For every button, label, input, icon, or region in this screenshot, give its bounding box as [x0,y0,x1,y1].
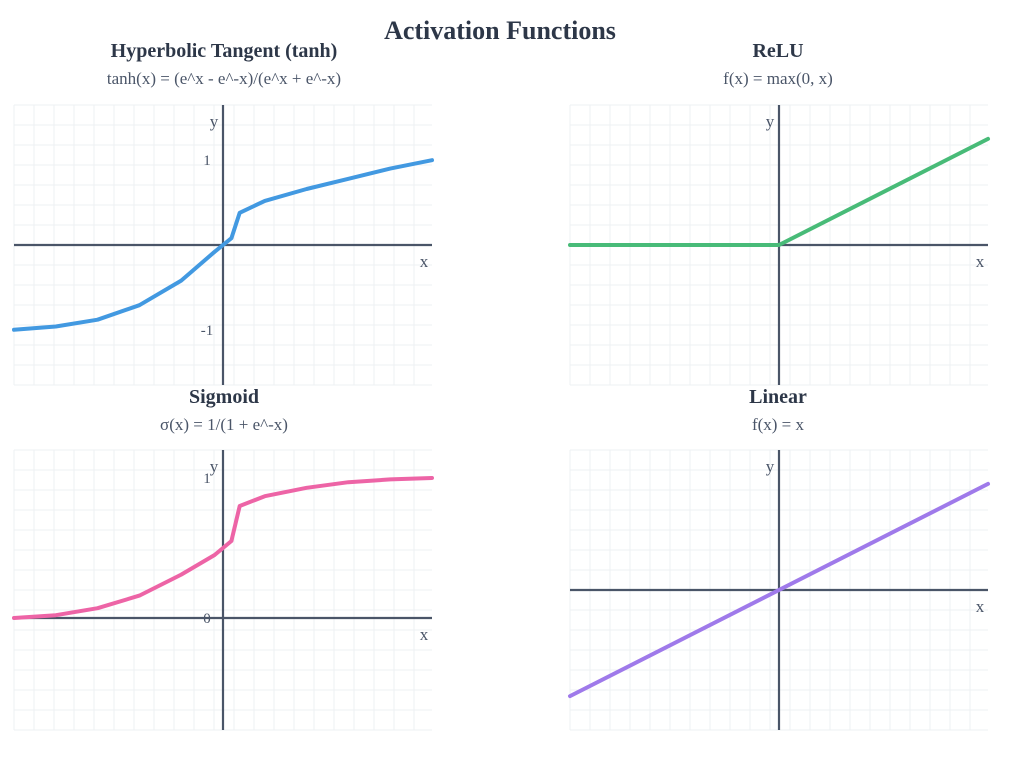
tanh-plot: x y 1 -1 [12,104,434,386]
sigmoid-title: Sigmoid [188,386,260,408]
series-line [12,476,434,620]
x-axis-label: x [420,252,429,271]
sigmoid-formula: σ(x) = 1/(1 + e^-x) [160,415,288,434]
series-line [568,136,990,247]
relu-formula: f(x) = max(0, x) [723,69,833,88]
main-title: Activation Functions [384,16,616,45]
linear-title: Linear [749,386,807,408]
y-axis-label: y [210,112,219,131]
y-axis-label: y [766,112,775,131]
sigmoid-plot: x y1 0 [12,449,434,731]
y-tick-label: -1 [201,323,214,339]
x-axis-label: x [420,625,429,644]
linear-plot: xy [568,449,990,731]
y-axis-label: y [210,457,219,476]
y-tick-label: 1 [203,153,211,169]
y-tick-label: 1 [203,471,211,487]
relu-plot: xy [568,104,990,386]
tanh-formula: tanh(x) = (e^x - e^-x)/(e^x + e^-x) [106,69,342,88]
relu-title: ReLU [752,40,804,62]
y-axis-label: y [766,457,775,476]
tanh-title: Hyperbolic Tangent (tanh) [110,40,338,62]
series-line [12,158,434,332]
y-tick-label: 0 [203,611,211,627]
x-axis-label: x [976,252,985,271]
x-axis-label: x [976,597,985,616]
linear-formula: f(x) = x [751,415,805,434]
series-line [568,481,990,699]
